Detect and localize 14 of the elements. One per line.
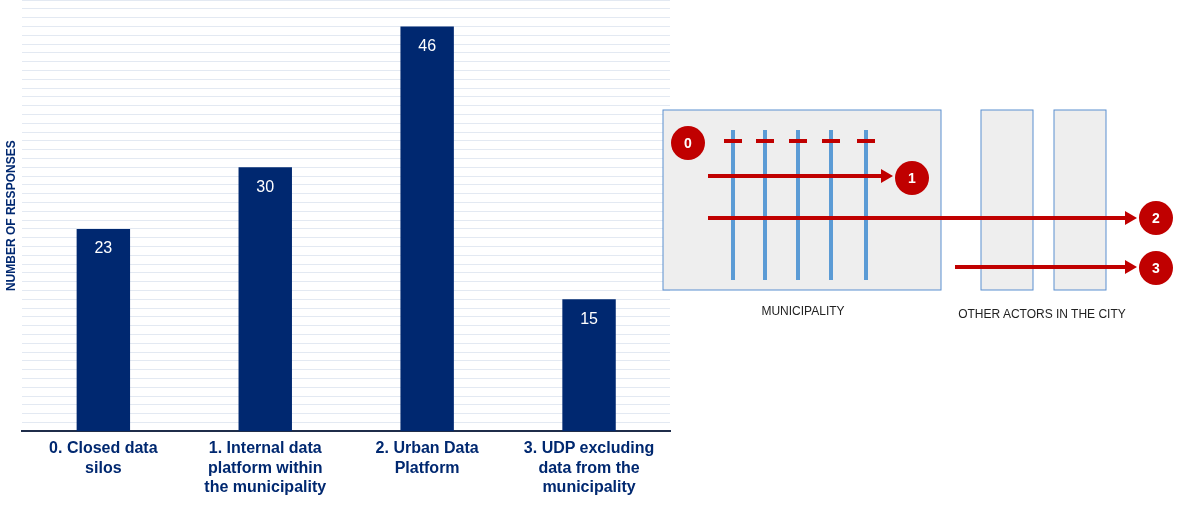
data-label: 46 [418, 36, 437, 54]
bar [562, 299, 616, 431]
x-tick-label: 2. Urban Data Platform [375, 439, 479, 476]
x-tick-label: 0. Closed data silos [49, 439, 158, 476]
data-label: 15 [580, 309, 599, 327]
data-label: 30 [256, 177, 275, 195]
data-label: 23 [94, 239, 113, 257]
x-tick-label: 1. Internal data platform within the municipality [204, 439, 327, 495]
bar [400, 26, 454, 431]
y-axis-title: NUMBER OF RESPONSES [3, 140, 18, 292]
x-tick-label: 3. UDP excluding data from the municipality [523, 439, 655, 495]
bar [76, 228, 131, 431]
data-flow-diagram: 0 1 2 3 MUNICIPALITY OTHER ACTORS IN THE CITY [671, 126, 1173, 321]
bar [238, 167, 292, 431]
